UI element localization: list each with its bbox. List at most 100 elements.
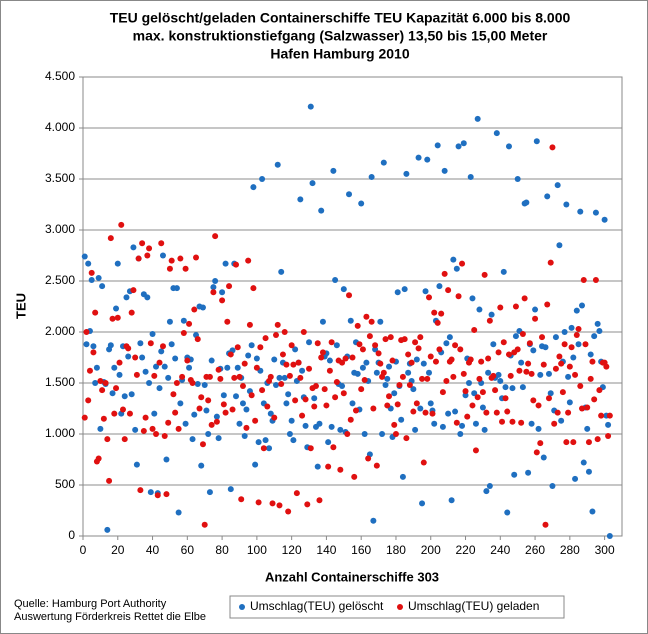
point	[149, 425, 156, 432]
point	[542, 344, 549, 351]
point	[189, 380, 196, 386]
point	[307, 445, 314, 452]
point	[151, 372, 158, 379]
point	[337, 466, 344, 473]
point	[419, 375, 426, 382]
point	[297, 374, 304, 381]
point	[170, 391, 177, 398]
point	[493, 130, 500, 137]
point	[116, 371, 123, 378]
point	[346, 191, 353, 198]
point	[219, 289, 226, 296]
point	[137, 340, 144, 347]
point	[166, 318, 173, 325]
point	[589, 508, 596, 515]
point	[191, 411, 198, 418]
point	[272, 332, 279, 339]
point	[417, 334, 424, 341]
point	[326, 367, 333, 374]
point	[299, 367, 306, 374]
point	[559, 389, 566, 396]
x-tick-label: 100	[247, 543, 267, 557]
point	[337, 426, 344, 433]
point	[173, 285, 180, 292]
point	[198, 394, 205, 401]
point	[384, 402, 391, 409]
point	[307, 103, 314, 110]
point	[203, 407, 210, 414]
point	[352, 407, 359, 414]
point	[554, 182, 561, 189]
point	[445, 410, 452, 417]
point	[568, 344, 575, 351]
point	[598, 412, 605, 419]
point	[551, 420, 558, 427]
point	[168, 257, 175, 264]
point	[582, 341, 589, 348]
point	[549, 483, 556, 490]
point	[488, 311, 495, 318]
x-tick-label: 220	[456, 543, 476, 557]
point	[422, 409, 429, 416]
point	[123, 294, 130, 301]
point	[128, 391, 135, 398]
point	[577, 208, 584, 215]
point	[403, 435, 410, 442]
point	[535, 425, 542, 432]
point	[603, 363, 610, 370]
point	[518, 419, 525, 426]
point	[285, 391, 292, 398]
point	[269, 500, 276, 507]
point	[132, 354, 139, 361]
point	[382, 382, 389, 389]
point	[399, 373, 406, 380]
point	[93, 364, 100, 371]
point	[605, 433, 612, 440]
point	[399, 473, 406, 480]
point	[295, 359, 302, 366]
point	[205, 431, 212, 437]
point	[413, 356, 420, 363]
point	[495, 349, 502, 356]
point	[290, 361, 297, 368]
point	[495, 371, 502, 378]
point	[545, 370, 552, 377]
point	[436, 346, 443, 353]
point	[523, 199, 530, 206]
point	[566, 399, 573, 406]
point	[344, 431, 351, 437]
point	[158, 240, 165, 247]
point	[283, 400, 290, 407]
point	[446, 334, 453, 341]
point	[394, 401, 401, 408]
x-tick-label: 240	[490, 543, 510, 557]
legend-label: Umschlag(TEU) geladen	[408, 599, 539, 613]
point	[542, 521, 549, 528]
point	[509, 385, 516, 392]
point	[182, 420, 189, 427]
point	[415, 154, 422, 161]
point	[549, 144, 556, 151]
point	[125, 345, 132, 352]
point	[514, 176, 521, 182]
chart-title: Hafen Hamburg 2010	[270, 46, 409, 62]
point	[236, 420, 243, 427]
point	[565, 373, 572, 380]
point	[493, 409, 500, 416]
point	[137, 487, 144, 494]
y-tick-label: 3.500	[45, 171, 75, 185]
point	[492, 387, 499, 394]
point	[146, 380, 153, 386]
point	[106, 477, 113, 484]
point	[460, 140, 467, 147]
x-tick-label: 80	[215, 543, 229, 557]
point	[434, 319, 441, 326]
point	[309, 180, 316, 187]
point	[172, 355, 179, 362]
point	[126, 410, 133, 417]
point	[109, 315, 116, 322]
point	[507, 372, 514, 379]
point	[469, 295, 476, 302]
point	[587, 375, 594, 382]
